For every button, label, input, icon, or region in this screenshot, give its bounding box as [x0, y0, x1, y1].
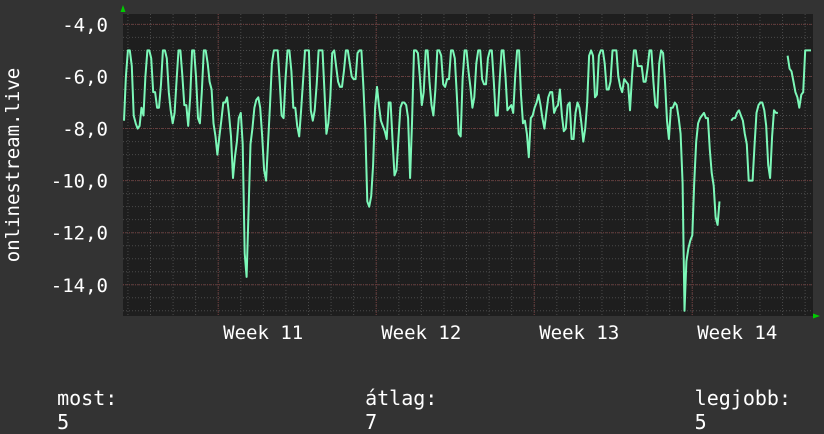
stat-legjobb: legjobb: 5 [671, 362, 791, 434]
stat-legjobb-label: legjobb: [694, 386, 791, 410]
series-line-segment-1 [123, 49, 721, 312]
stat-atlag: átlag: 7 [341, 362, 437, 434]
y-axis-arrow-icon [120, 5, 126, 12]
series [123, 49, 811, 312]
stat-most-label: most: [57, 386, 118, 410]
x-tick-label: Week 12 [381, 322, 461, 344]
y-tick-label: -12,0 [51, 223, 108, 245]
y-axis-label: onlinestream.live [2, 68, 24, 262]
x-axis-arrow-icon [813, 313, 820, 319]
series-line-segment-3 [786, 49, 811, 109]
chart: -14,0 -12,0 -10,0 -8,0 -6,0 -4,0 Week 11 Week 1… [2, 5, 820, 344]
x-tick-label: Week 14 [697, 322, 777, 344]
y-tick-label: -14,0 [51, 275, 108, 297]
y-tick-label: -10,0 [51, 171, 108, 193]
stat-legjobb-value: 5 [694, 410, 707, 434]
y-tick-label: -6,0 [62, 66, 108, 88]
y-tick-label: -8,0 [62, 119, 108, 141]
y-tick-label: -4,0 [62, 14, 108, 36]
tick-labels: -14,0 -12,0 -10,0 -8,0 -6,0 -4,0 Week 11 Week 1… [51, 14, 777, 344]
series-line-segment-2 [730, 101, 778, 182]
stat-most-value: 5 [57, 410, 70, 434]
stat-atlag-label: átlag: [365, 386, 438, 410]
x-tick-label: Week 13 [539, 322, 619, 344]
stat-atlag-value: 7 [365, 410, 378, 434]
x-tick-label: Week 11 [223, 322, 303, 344]
stat-most: most: 5 [33, 362, 117, 434]
